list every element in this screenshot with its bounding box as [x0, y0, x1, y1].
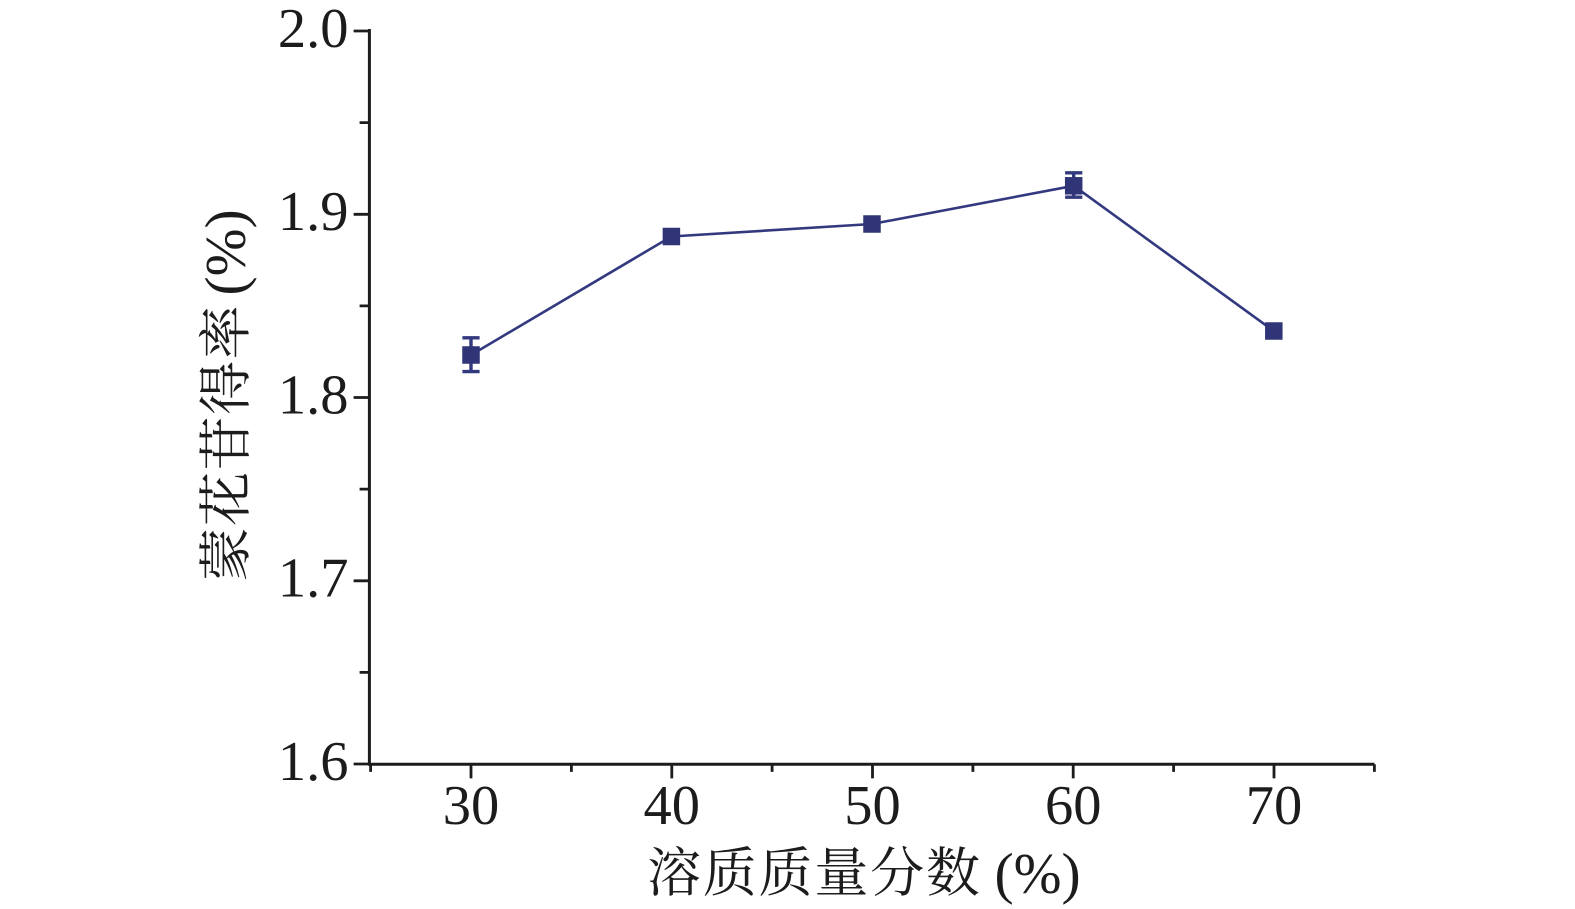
svg-text:1.7: 1.7	[278, 548, 349, 610]
svg-text:2.0: 2.0	[278, 0, 349, 60]
svg-text:1.9: 1.9	[278, 181, 349, 243]
svg-text:60: 60	[1045, 775, 1102, 837]
svg-text:1.8: 1.8	[278, 364, 349, 426]
svg-text:70: 70	[1246, 775, 1303, 837]
svg-text:30: 30	[443, 775, 500, 837]
svg-text:40: 40	[644, 775, 701, 837]
svg-text:1.6: 1.6	[278, 731, 349, 793]
svg-text:50: 50	[844, 775, 901, 837]
svg-text:(%): (%)	[995, 842, 1081, 905]
svg-text:(%): (%)	[195, 209, 258, 295]
